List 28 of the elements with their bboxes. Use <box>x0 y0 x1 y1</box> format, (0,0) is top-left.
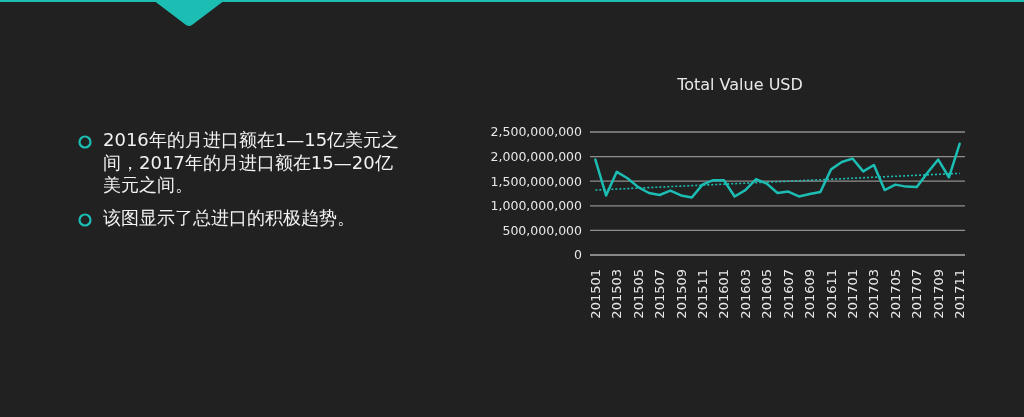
x-tick-label: 201503 <box>609 269 625 319</box>
x-tick-label: 201707 <box>909 269 925 319</box>
x-tick-label: 201703 <box>866 269 882 319</box>
y-tick-label: 500,000,000 <box>502 222 583 238</box>
y-tick-label: 2,000,000,000 <box>490 149 583 165</box>
line-series <box>594 142 961 199</box>
x-tick-label: 201509 <box>673 269 689 319</box>
y-tick-label: 1,000,000,000 <box>490 198 583 214</box>
x-tick-label: 201505 <box>630 269 646 319</box>
x-tick-label: 201607 <box>780 269 796 319</box>
x-tick-label: 201701 <box>845 269 861 319</box>
y-tick-label: 1,500,000,000 <box>490 173 583 189</box>
x-tick-label: 201601 <box>716 269 732 319</box>
text: 该图显示了总进口的积极趋势。 <box>103 207 356 230</box>
x-tick-label: 201605 <box>759 269 775 319</box>
x-tick-label: 201507 <box>652 269 668 319</box>
chart-title: Total Value USD <box>676 75 804 94</box>
text: 2016年的月进口额在1—15亿美元之间，2017年的月进口额在15—20亿美元之间。 <box>103 129 401 197</box>
y-tick-label: 2,500,000,000 <box>490 124 583 140</box>
y-tick-label: 0 <box>574 247 583 263</box>
x-tick-label: 201705 <box>887 269 903 319</box>
x-tick-label: 201709 <box>930 269 946 319</box>
x-tick-label: 201603 <box>737 269 753 319</box>
x-tick-label: 201711 <box>952 269 968 319</box>
x-tick-label: 201511 <box>695 269 711 319</box>
x-tick-label: 201611 <box>823 269 839 319</box>
x-tick-label: 201609 <box>802 269 818 319</box>
x-tick-label: 201501 <box>587 269 603 319</box>
